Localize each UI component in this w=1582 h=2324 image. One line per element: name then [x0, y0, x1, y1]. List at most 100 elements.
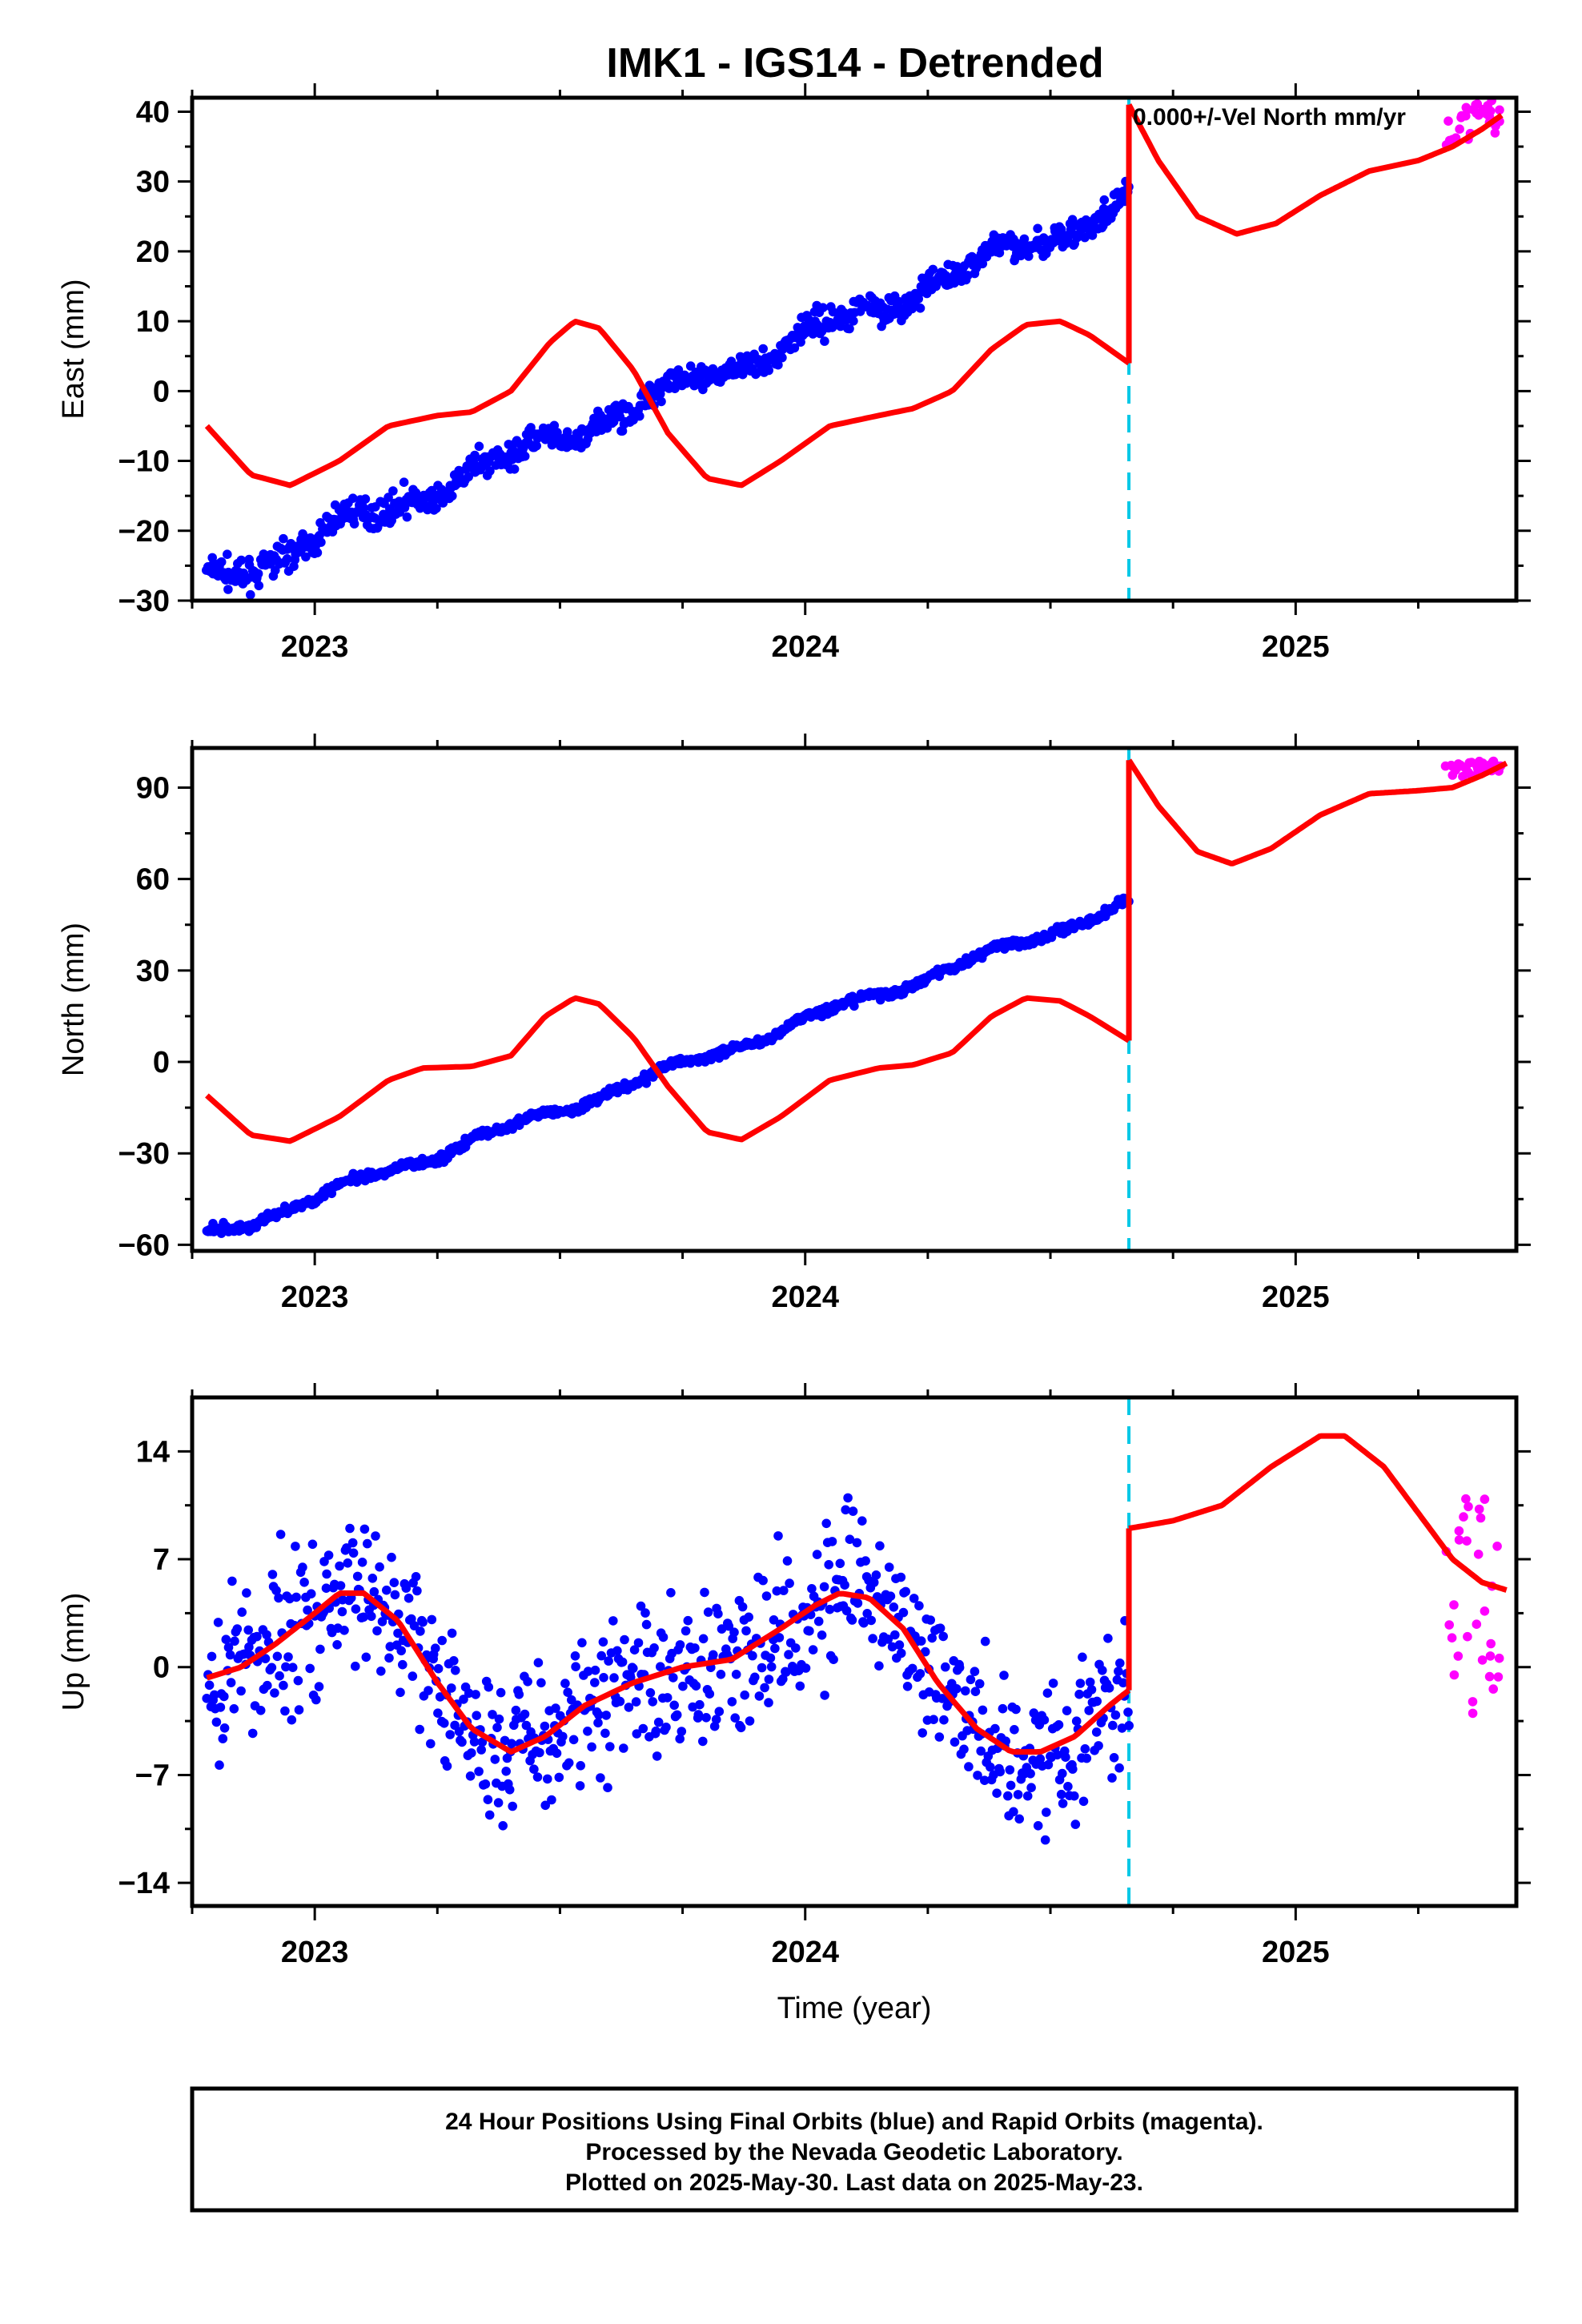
up-final-point [1056, 1789, 1066, 1799]
up-final-point [862, 1609, 872, 1618]
up-final-point [493, 1798, 504, 1807]
up-final-point [321, 1583, 331, 1593]
up-final-point [760, 1683, 769, 1693]
up-final-point [1011, 1704, 1021, 1715]
up-rapid-point [1477, 1655, 1488, 1665]
up-final-point [1080, 1744, 1090, 1754]
x-axis-label: Time (year) [777, 1992, 932, 2025]
up-final-point [761, 1591, 772, 1601]
up-final-point [727, 1697, 737, 1707]
up-final-point [1061, 1752, 1070, 1762]
up-final-point [1094, 1741, 1103, 1751]
up-final-point [700, 1587, 709, 1598]
east-final-point [773, 360, 783, 370]
up-final-point [560, 1679, 570, 1688]
up-rapid-point [1464, 1502, 1473, 1512]
up-final-point [638, 1723, 648, 1734]
up-final-point [247, 1728, 258, 1739]
up-final-point [675, 1640, 685, 1650]
up-final-point [361, 1652, 371, 1663]
up-final-point [898, 1607, 909, 1618]
up-final-point [669, 1673, 678, 1683]
east-final-point [474, 441, 484, 452]
up-final-point [390, 1590, 400, 1600]
up-final-point [255, 1706, 266, 1715]
up-final-point [449, 1656, 459, 1666]
y-tick-label: 10 [136, 305, 170, 339]
up-final-point [571, 1662, 580, 1671]
up-final-point [716, 1670, 726, 1679]
up-final-point [401, 1583, 412, 1593]
up-final-point [817, 1630, 827, 1640]
up-final-point [367, 1611, 376, 1622]
up-final-point [267, 1570, 278, 1579]
up-frame [190, 1395, 1519, 1908]
up-final-point [701, 1713, 711, 1723]
east-final-point [526, 423, 536, 432]
up-final-point [884, 1562, 894, 1572]
up-final-point [226, 1678, 236, 1687]
up-final-point [620, 1634, 629, 1645]
up-final-point [966, 1675, 976, 1685]
x-tick-label: 2023 [281, 630, 349, 664]
up-final-point [645, 1688, 656, 1698]
up-plot-area [202, 1397, 1508, 1906]
up-final-point [774, 1633, 785, 1642]
up-final-point [791, 1643, 801, 1653]
east-final-point [349, 519, 359, 529]
up-final-point [608, 1616, 618, 1626]
up-final-point [471, 1690, 480, 1699]
up-final-point [287, 1663, 298, 1672]
up-final-point [824, 1560, 833, 1570]
up-final-point [1078, 1796, 1089, 1807]
up-final-point [941, 1662, 950, 1672]
up-final-point [577, 1638, 587, 1648]
east-final-point [223, 585, 233, 594]
up-final-point [457, 1737, 467, 1747]
up-final-point [335, 1561, 344, 1571]
up-final-point [372, 1626, 382, 1636]
up-final-point [575, 1781, 585, 1791]
up-final-point [227, 1576, 237, 1586]
east-final-point [520, 451, 530, 461]
up-final-point [711, 1715, 721, 1724]
y-tick-label: 30 [136, 166, 170, 199]
up-final-point [980, 1636, 990, 1647]
up-final-point [730, 1713, 740, 1723]
up-final-point [871, 1570, 881, 1580]
up-final-point [532, 1772, 543, 1782]
up-rapid-point [1485, 1651, 1496, 1661]
up-final-point [875, 1541, 885, 1551]
up-final-point [628, 1663, 638, 1674]
up-final-point [744, 1612, 753, 1622]
up-final-point [287, 1715, 297, 1725]
east-final-point [1099, 195, 1110, 205]
up-final-point [683, 1615, 693, 1626]
up-final-point [529, 1764, 539, 1774]
up-final-point [398, 1659, 408, 1670]
up-final-point [587, 1742, 596, 1752]
up-final-point [299, 1578, 309, 1587]
up-final-point [536, 1678, 546, 1688]
up-final-point [1070, 1791, 1079, 1801]
up-final-point [494, 1714, 504, 1724]
up-final-point [939, 1715, 949, 1725]
up-final-point [964, 1762, 974, 1771]
east-final-point [348, 493, 358, 503]
up-final-point [649, 1643, 659, 1653]
east-final-point [849, 316, 858, 326]
up-final-point [995, 1767, 1005, 1777]
north-model-curve-1 [205, 995, 1130, 1144]
footer-line-1: 24 Hour Positions Using Final Orbits (bl… [445, 2109, 1263, 2135]
up-final-point [211, 1717, 222, 1727]
up-final-point [291, 1542, 300, 1551]
y-tick-label: −60 [118, 1228, 170, 1262]
east-final-point [223, 549, 232, 559]
up-final-point [819, 1582, 829, 1592]
up-final-point [404, 1593, 414, 1603]
up-final-point [348, 1548, 359, 1558]
up-final-point [554, 1772, 564, 1783]
y-tick-label: −7 [135, 1759, 170, 1792]
up-final-point [633, 1638, 644, 1648]
up-model-curve-1 [206, 1590, 1131, 1755]
